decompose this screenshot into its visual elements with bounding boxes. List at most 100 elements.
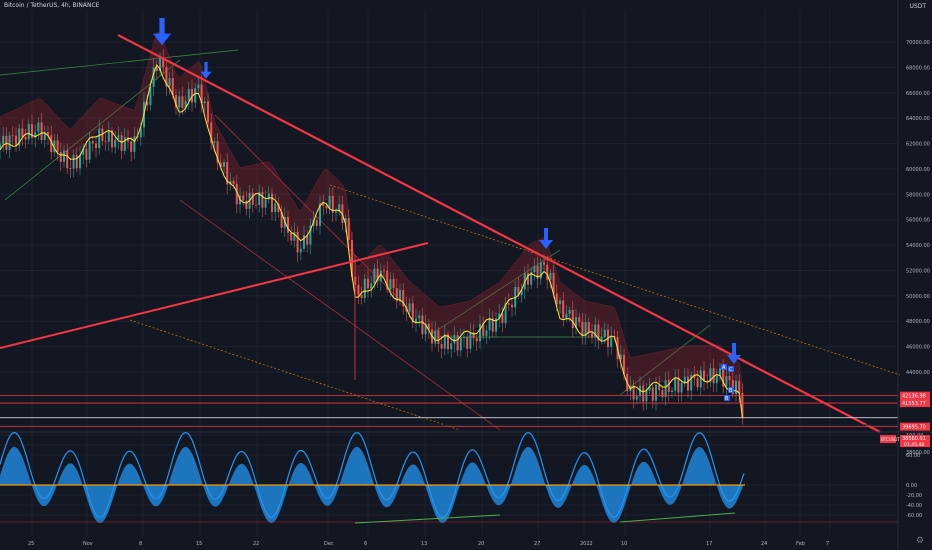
candle-body [434,330,437,344]
candle-body [331,195,334,213]
candle-body [603,329,606,337]
candle-body [296,231,299,253]
current-price-tag [900,435,930,448]
candle-body [667,380,670,393]
candle-body [536,265,539,279]
candle-body [315,220,318,226]
candle-body [72,155,75,169]
candle-body [584,322,587,336]
time-tick-label: 10 [621,541,627,547]
candle-body [258,192,261,205]
candle-body [139,127,142,138]
candle-body [210,122,213,143]
candle-body [251,192,254,205]
candle-body [555,293,558,305]
candle-body [194,88,197,103]
candle-body [421,315,424,335]
candle-body [264,199,267,208]
candle-body [43,132,46,140]
time-tick-label: 27 [534,541,540,547]
price-tick-label: 58000.00 [906,192,930,198]
trendlines[interactable] [0,34,881,433]
time-tick-label: 15 [196,541,202,547]
candle-body [635,396,638,400]
candle-body [581,321,584,336]
candle-body [280,211,283,228]
gear-icon[interactable]: ⚙ [916,536,925,546]
candle-body [123,137,126,151]
trade-marker-label: B [725,396,729,402]
time-tick-label: 8 [139,541,142,547]
candle-body [511,304,513,308]
candle-body [712,368,715,384]
currency-label[interactable]: USDT [909,3,927,10]
osc-tick-label: -20.00 [906,493,922,499]
candle-body [223,162,225,167]
price-tick-label: 56000.00 [906,218,930,224]
candle-body [229,180,232,185]
candle-body [370,283,373,289]
trade-marker [724,395,730,401]
candle-body [719,368,721,376]
price-tag [900,422,930,431]
candle-body [213,141,216,143]
low-price-label: 38000.00 [906,450,930,456]
candle-body [418,315,421,319]
trade-marker-label: C [729,367,733,373]
candle-body [530,272,533,285]
arrow-shape [727,343,741,364]
candle-body [216,141,219,163]
candle-body [383,270,385,272]
candle-body [136,136,139,138]
cloud [0,32,743,416]
price-axis[interactable]: 70000.00 68000.00 66000.00 64000.00 62000.00… [897,0,930,550]
candle-body [146,101,149,106]
candle-body [693,375,696,379]
candle-body [600,336,603,341]
candle-body [303,234,305,249]
time-tick-label: 20 [478,541,484,547]
candle-body [117,135,120,140]
price-tag-label: 39695.70 [902,425,926,431]
candle-body [293,231,296,241]
candle-body [47,132,49,136]
candle-body [395,288,398,302]
symbol-title[interactable]: Bitcoin / TetherUS, 4h, BINANCE [4,2,100,9]
candle-body [159,58,161,72]
candle-body [597,324,600,341]
candle-body [162,58,165,68]
candle-body [661,389,664,397]
candle-body [722,368,725,387]
price-tick-label: 60000.00 [906,167,930,173]
candle-body [219,162,222,167]
candle-body [485,330,488,336]
candle-body [75,155,78,169]
candle-body [648,387,651,391]
candle-body [399,289,401,302]
candle-body [111,130,113,148]
time-axis[interactable]: 25 Nov 8 15 22 Dec 6 13 20 27 2022 10 17 24 Feb 7 [28,541,829,547]
channel-line [429,249,561,336]
candle-body [120,135,123,151]
candle-body [149,86,152,106]
channel-line [329,184,901,376]
price-tick-label: 64000.00 [906,116,930,122]
candle-body [565,313,568,319]
candle-body [571,309,574,329]
osc-tick-label: 0.00 [906,483,917,489]
candle-body [50,135,53,153]
candle-body [440,344,443,349]
candles [0,48,744,426]
candle-body [683,376,686,383]
candle-body [568,309,571,314]
candle-body [658,384,661,390]
candle-body [24,136,27,140]
candle-body [504,303,507,324]
candle-body [2,135,5,145]
candle-body [680,382,683,393]
candle-body [267,193,270,200]
candle-body [671,390,673,393]
arrow-shape [539,228,553,249]
candle-body [338,204,341,212]
